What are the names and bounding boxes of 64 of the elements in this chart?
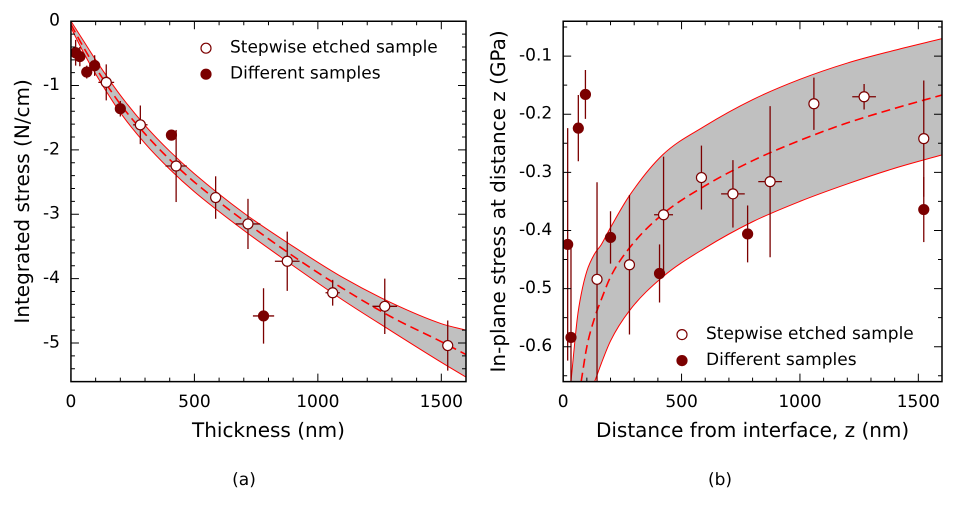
point [742,228,754,240]
y-tick-label: -1 [42,74,60,95]
y-tick-label: -2 [42,139,60,160]
x-tick-label: 0 [558,392,569,412]
point [580,88,592,100]
x-axis-title: Thickness (nm) [190,418,345,442]
y-axis-title: Integrated stress (N/cm) [10,79,34,324]
y-tick-label: -0.3 [519,162,552,182]
line-series [594,154,942,382]
point [379,300,390,312]
point [696,172,708,184]
point [624,259,636,270]
y-tick-label: -0.6 [519,336,552,356]
legend-label: Stepwise etched sample [706,324,914,344]
point [210,192,222,204]
text: (b) [708,470,732,490]
point [242,218,254,230]
point [591,274,603,285]
point [166,130,178,141]
point [918,204,930,216]
point [282,256,293,267]
point [170,160,182,172]
point [658,209,670,220]
x-tick-label: 0 [66,392,76,412]
point [89,60,100,72]
y-tick-label: 0 [49,10,60,31]
text: (a) [232,470,256,490]
point [442,340,454,352]
point [727,188,739,200]
x-tick-label: 1500 [420,392,463,412]
point [764,176,776,188]
legend-label: Stepwise etched sample [230,38,438,58]
point [858,91,870,102]
point [563,238,574,250]
y-tick-label: -0.1 [519,46,552,66]
x-tick-label: 1500 [896,392,940,412]
x-tick-label: 500 [178,392,211,412]
legend-label: Different samples [706,350,857,370]
point [918,133,930,144]
point [258,310,270,322]
y-tick-label: -0.2 [519,104,552,124]
point [100,76,112,88]
point [74,50,86,62]
point [81,66,92,78]
line-series [580,94,942,382]
point [565,332,577,344]
x-tick-label: 1000 [778,392,822,412]
point [654,268,666,280]
point [604,232,616,244]
y-tick-label: -5 [42,332,60,352]
x-axis-title: Distance from interface, z (nm) [596,418,910,442]
y-tick-label: -3 [42,204,60,224]
point [572,122,584,134]
x-tick-label: 1000 [296,392,340,412]
point [327,287,338,298]
point [134,119,146,130]
point [114,103,126,114]
y-tick-label: -0.4 [519,220,552,240]
legend-label: Different samples [230,64,381,84]
y-axis-title: In-plane stress at distance z (GPa) [486,30,510,372]
y-tick-label: -4 [42,268,60,288]
x-tick-label: 500 [665,392,698,412]
point [808,98,820,110]
y-tick-label: -0.5 [519,278,552,298]
